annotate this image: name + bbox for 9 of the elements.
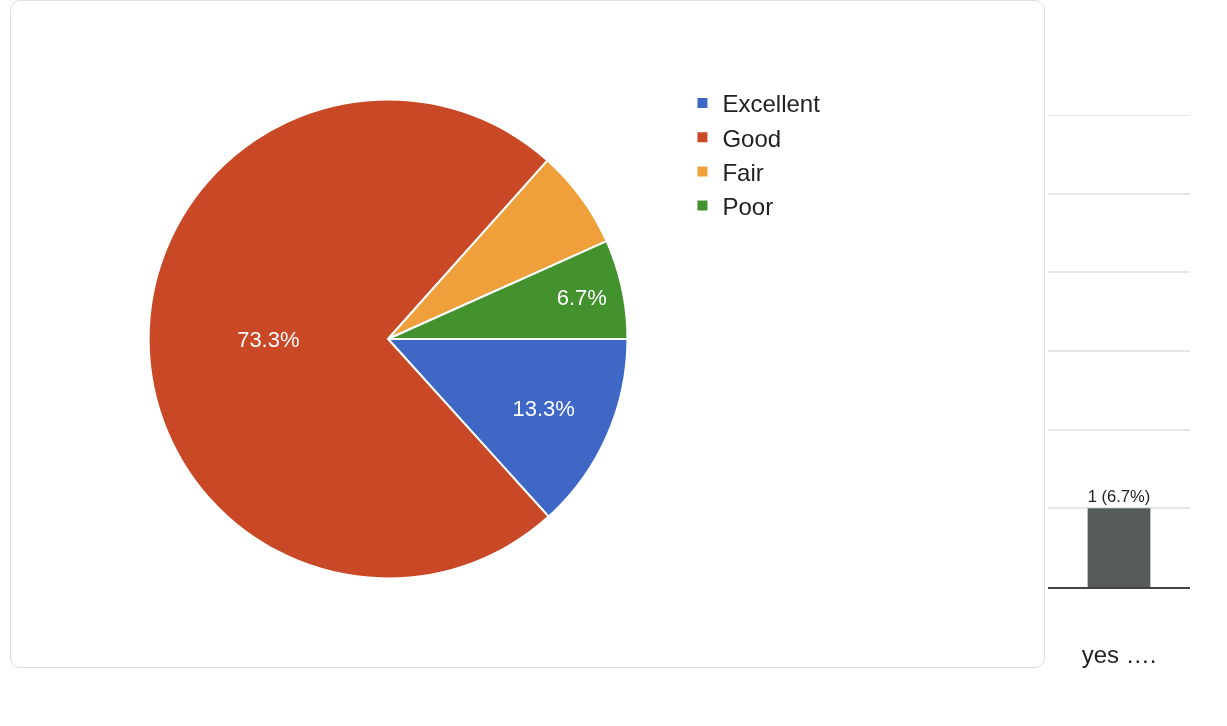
legend-label: Fair bbox=[722, 158, 764, 186]
legend-label: Good bbox=[722, 124, 782, 152]
data-label: 13.3% bbox=[512, 395, 575, 421]
legend-label: Poor bbox=[722, 192, 774, 220]
data-label: 73.3% bbox=[237, 326, 300, 352]
data-label: 1 (6.7%) bbox=[1087, 486, 1151, 506]
x-tick-label: yes …. bbox=[1081, 640, 1157, 668]
data-label: 6.7% bbox=[556, 285, 607, 311]
legend-label: Excellent bbox=[722, 90, 821, 118]
